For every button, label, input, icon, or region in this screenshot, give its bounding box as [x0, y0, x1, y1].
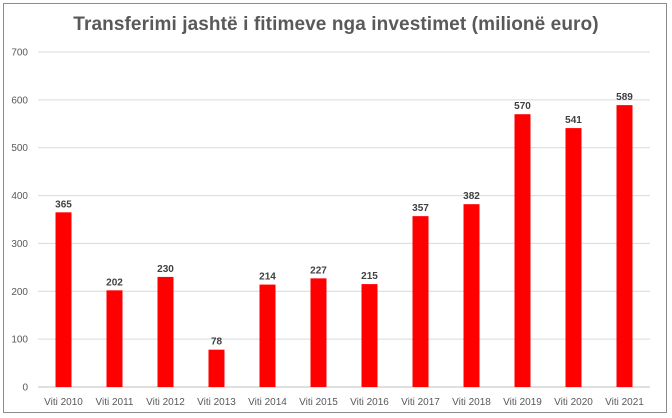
bar: [565, 128, 582, 388]
x-tick-label: Viti 2016: [350, 397, 389, 408]
data-label: 589: [616, 92, 633, 103]
y-tick-label: 400: [11, 191, 28, 202]
x-tick-label: Viti 2020: [554, 397, 593, 408]
y-tick-label: 200: [11, 287, 28, 298]
data-label: 541: [565, 115, 582, 126]
data-labels: 365 202 230 78 214 227 215 357 382 570 541 589: [55, 92, 633, 348]
bar: [208, 349, 225, 387]
data-label: 78: [211, 337, 223, 348]
y-axis-ticks: 0 100 200 300 400 500 600 700: [11, 48, 28, 394]
y-tick-label: 600: [11, 95, 28, 106]
x-tick-label: Viti 2010: [44, 397, 83, 408]
x-tick-label: Viti 2017: [401, 397, 440, 408]
data-label: 215: [361, 271, 378, 282]
data-label: 570: [514, 101, 531, 112]
bar: [361, 284, 378, 387]
bar: [106, 290, 123, 387]
bar: [55, 212, 72, 387]
data-label: 357: [412, 203, 429, 214]
bar: [514, 114, 531, 387]
bars: [55, 105, 633, 388]
x-tick-label: Viti 2019: [503, 397, 542, 408]
y-tick-label: 100: [11, 335, 28, 346]
data-label: 214: [259, 272, 276, 283]
x-tick-label: Viti 2015: [299, 397, 338, 408]
x-tick-label: Viti 2011: [96, 397, 134, 408]
gridlines: [38, 51, 650, 388]
x-tick-label: Viti 2012: [146, 397, 185, 408]
x-axis-categories: Viti 2010 Viti 2011 Viti 2012 Viti 2013 Viti…: [44, 397, 644, 408]
chart-title: Transferimi jashtë i fitimeve nga invest…: [73, 14, 599, 35]
bar: [157, 276, 174, 387]
bar: [310, 278, 327, 387]
y-tick-label: 300: [11, 239, 28, 250]
bar: [616, 105, 633, 387]
data-label: 230: [157, 264, 174, 275]
bar: [259, 284, 276, 387]
x-tick-label: Viti 2021: [605, 397, 644, 408]
data-label: 227: [310, 265, 327, 276]
x-tick-label: Viti 2013: [197, 397, 236, 408]
y-tick-label: 500: [11, 143, 28, 154]
y-tick-label: 0: [22, 383, 28, 394]
bar: [412, 216, 429, 387]
data-label: 382: [463, 191, 480, 202]
y-tick-label: 700: [11, 48, 28, 59]
bar: [463, 204, 480, 387]
data-label: 365: [55, 199, 72, 210]
data-label: 202: [106, 277, 123, 288]
x-tick-label: Viti 2014: [248, 397, 287, 408]
x-tick-label: Viti 2018: [452, 397, 491, 408]
